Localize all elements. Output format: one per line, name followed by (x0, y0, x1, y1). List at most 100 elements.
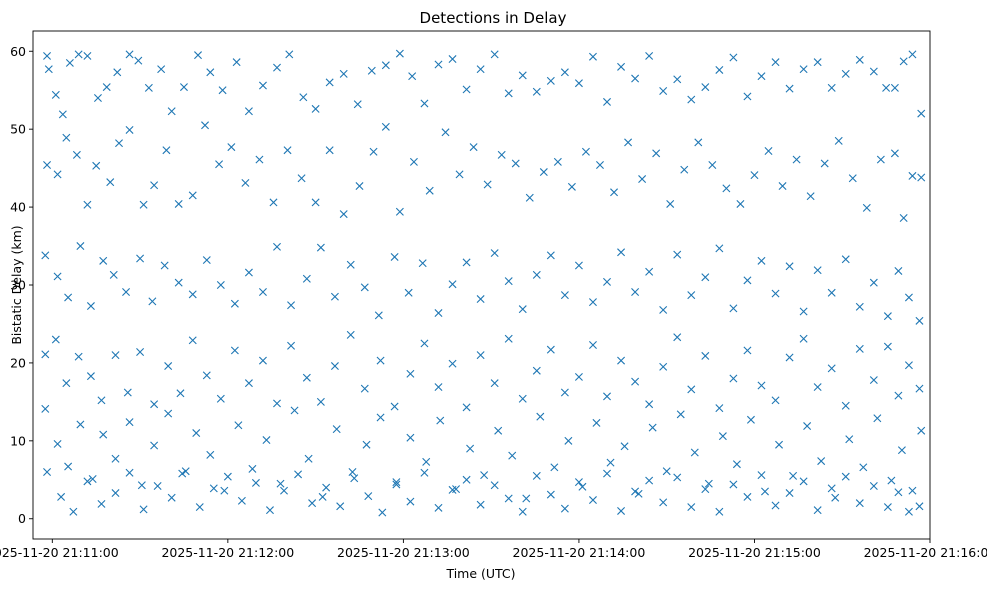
data-point (581, 147, 590, 156)
data-point (102, 83, 111, 92)
x-tick-label: 2025-11-20 21:12:00 (161, 545, 294, 560)
data-point (659, 305, 668, 314)
data-point (111, 489, 120, 498)
data-point (536, 412, 545, 421)
data-point (539, 168, 548, 177)
data-point (617, 356, 626, 365)
data-point (92, 161, 101, 170)
data-point (62, 379, 71, 388)
data-point (364, 492, 373, 501)
data-point (436, 416, 445, 425)
data-point (869, 482, 878, 491)
data-point (899, 57, 908, 66)
data-point (93, 94, 102, 102)
data-point (62, 133, 71, 142)
data-point (41, 251, 50, 260)
data-point (420, 468, 429, 477)
data-point (72, 150, 81, 159)
data-point (845, 435, 854, 444)
data-point (476, 65, 485, 74)
data-point (518, 71, 527, 80)
data-point (167, 107, 176, 116)
data-point (757, 256, 766, 265)
x-axis-label: Time (UTC) (445, 566, 515, 581)
data-point (164, 409, 173, 418)
data-point (150, 441, 159, 450)
data-point (476, 351, 485, 360)
data-point (560, 68, 569, 77)
data-point (123, 388, 132, 397)
data-point (188, 336, 197, 345)
data-point (353, 100, 362, 109)
data-point (560, 291, 569, 300)
data-point (390, 252, 399, 261)
data-point (882, 83, 891, 92)
data-point (841, 472, 850, 481)
data-point (76, 242, 85, 251)
data-point (448, 485, 457, 494)
data-point (51, 90, 60, 99)
data-point (434, 503, 443, 512)
data-point (404, 288, 413, 297)
data-point (455, 170, 464, 179)
data-point (153, 482, 162, 491)
data-point (330, 292, 339, 301)
data-point (848, 174, 857, 183)
data-point (422, 457, 431, 466)
data-point (86, 372, 95, 381)
data-point (841, 401, 850, 410)
chart-title: Detections in Delay (420, 9, 567, 27)
data-point (64, 462, 73, 471)
data-point (676, 410, 685, 419)
data-point (624, 138, 633, 147)
data-point (476, 500, 485, 509)
data-point (567, 182, 576, 191)
data-point (532, 471, 541, 480)
data-point (592, 418, 601, 427)
data-point (308, 499, 317, 508)
data-point (708, 161, 717, 170)
data-point (325, 146, 334, 155)
data-points (41, 49, 926, 517)
data-point (673, 333, 682, 342)
data-point (662, 467, 671, 476)
data-point (729, 480, 738, 489)
data-point (215, 160, 224, 169)
data-point (273, 399, 281, 408)
data-point (904, 293, 913, 302)
data-point (201, 121, 210, 130)
data-point (83, 200, 92, 209)
data-point (666, 199, 675, 208)
data-point (136, 254, 145, 263)
data-point (729, 304, 738, 313)
x-axis: 2025-11-20 21:11:00 2025-11-20 21:12:00 20… (0, 539, 987, 560)
y-axis-label: Bistatic Delay (km) (9, 225, 24, 344)
data-point (504, 334, 513, 343)
data-point (160, 261, 169, 270)
data-point (525, 193, 534, 202)
data-point (216, 394, 225, 403)
data-point (122, 288, 131, 297)
data-point (434, 383, 443, 392)
data-point (330, 362, 339, 371)
data-point (360, 384, 369, 393)
data-point (715, 65, 724, 74)
data-point (690, 448, 699, 457)
data-point (803, 422, 812, 431)
data-point (167, 493, 176, 502)
data-point (181, 467, 190, 476)
data-point (687, 503, 696, 512)
data-point (508, 451, 517, 460)
data-point (480, 471, 489, 480)
data-point (785, 353, 794, 362)
data-point (799, 307, 808, 316)
data-point (462, 403, 471, 412)
data-point (659, 87, 668, 95)
data-point (595, 161, 604, 170)
data-point (218, 86, 227, 95)
data-point (631, 74, 640, 83)
data-point (134, 56, 143, 65)
data-point (237, 496, 246, 505)
data-point (546, 345, 555, 354)
data-point (109, 270, 118, 279)
